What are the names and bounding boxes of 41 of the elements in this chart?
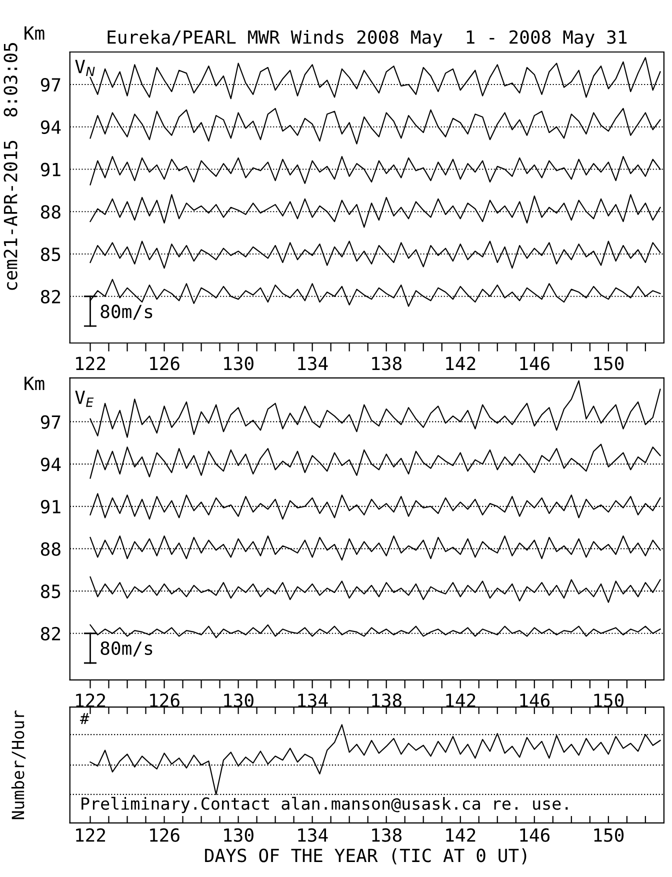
x-tick-label: 122 [76, 356, 106, 370]
x-tick-label: 122 [76, 828, 106, 842]
x-tick-label: 134 [298, 356, 328, 370]
y-tick-label: 97 [40, 415, 60, 429]
x-tick-label: 146 [520, 356, 550, 370]
y-tick-label: 82 [40, 290, 60, 304]
x-tick-label: 142 [446, 356, 476, 370]
annotation: 80m/s [100, 641, 152, 656]
y-tick-label: 91 [40, 500, 60, 514]
x-tick-label: 150 [594, 828, 624, 842]
x-tick-label: 150 [594, 356, 624, 370]
annotation: V$_{E}$ [75, 390, 94, 407]
y-tick-label: 85 [40, 248, 60, 262]
y-axis-title: Number/Hour [11, 710, 26, 820]
x-tick-label: 134 [298, 828, 328, 842]
x-tick-label: 138 [372, 828, 402, 842]
x-tick-label: 130 [224, 828, 254, 842]
chart-title: Eureka/PEARL MWR Winds 2008 May 1 - 2008 May 31 [108, 30, 627, 48]
annotation: 80m/s [100, 304, 152, 320]
y-tick-label: 94 [40, 120, 61, 134]
annotation: Preliminary.Contact alan.manson@usask.ca re. use. [82, 796, 568, 814]
y-tick-label: 91 [40, 162, 60, 176]
y-tick-label: 82 [40, 626, 60, 641]
text: # [80, 713, 90, 724]
y-tick-label: 97 [40, 78, 60, 92]
y-tick-label: 85 [40, 584, 60, 598]
y-axis-title: Km [24, 376, 44, 390]
x-tick-label: 142 [446, 828, 476, 842]
x-tick-label: 130 [224, 356, 254, 370]
annotation: V$_{N}$ [75, 60, 95, 76]
text: cem21-APR-2015 8:03:05 [4, 43, 18, 290]
x-tick-label: 146 [520, 828, 550, 842]
y-tick-label: 88 [40, 542, 60, 556]
x-tick-label: 126 [150, 828, 180, 842]
y-axis-title: Km [24, 26, 44, 40]
x-tick-label: 138 [372, 356, 402, 370]
x-axis-title: DAYS OF THE YEAR (TIC AT 0 UT) [205, 848, 526, 864]
x-tick-label: 146 [520, 694, 550, 708]
x-tick-label: 126 [150, 356, 180, 370]
y-tick-label: 88 [40, 205, 60, 219]
y-tick-label: 94 [40, 458, 61, 472]
